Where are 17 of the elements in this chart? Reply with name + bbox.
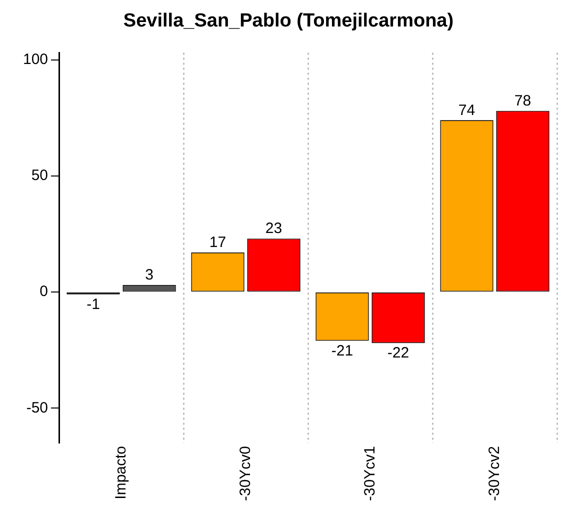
data-label: -21	[331, 342, 354, 360]
data-label: -22	[387, 344, 410, 362]
data-label: 17	[209, 234, 226, 252]
x-tick-label: Impacto	[112, 446, 130, 500]
x-tick-label: -30Ycv0	[236, 446, 254, 502]
data-label: 74	[458, 102, 476, 119]
y-tick-label: 0	[40, 283, 48, 300]
data-label: 23	[265, 220, 282, 238]
y-tick-label: 100	[22, 50, 48, 68]
x-tick-label: -30Ycv1	[361, 446, 378, 502]
data-label: 78	[514, 92, 532, 110]
data-label: -1	[86, 296, 100, 313]
x-tick-label: -30Ycv2	[486, 446, 503, 502]
y-tick-label: -50	[26, 399, 48, 416]
chart-title: Sevilla_San_Pablo (Tomejilcarmona)	[123, 10, 454, 32]
data-label: 3	[145, 266, 154, 284]
y-tick-label: 50	[31, 167, 48, 184]
